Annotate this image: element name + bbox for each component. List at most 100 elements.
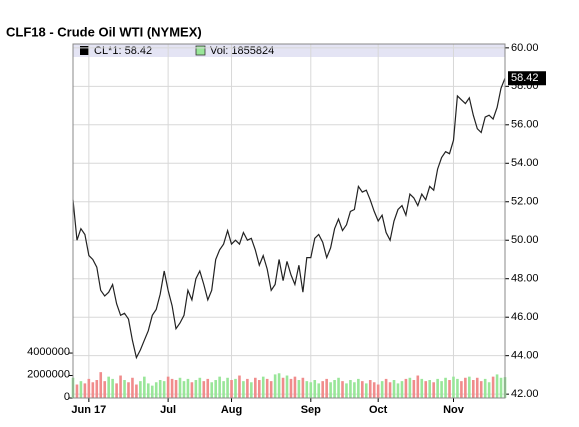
volume-bar	[170, 378, 174, 398]
volume-bar	[246, 378, 249, 398]
volume-bar	[444, 377, 447, 398]
volume-bar	[257, 380, 261, 398]
y-tick-label: 52.00	[511, 196, 539, 208]
volume-bar	[83, 383, 87, 398]
volume-bar	[285, 375, 289, 398]
volume-bar	[190, 382, 194, 398]
legend-swatch	[80, 46, 89, 55]
volume-bar	[416, 375, 420, 398]
y2-tick-label: 2000000	[27, 368, 70, 380]
volume-bar	[158, 380, 162, 398]
volume-bar	[143, 376, 146, 398]
volume-bar	[380, 381, 384, 398]
volume-bar	[87, 378, 91, 398]
volume-bar	[305, 381, 309, 398]
legend-entry: Vol: 1855824	[210, 45, 274, 57]
price-line	[72, 77, 506, 360]
volume-bar	[452, 376, 455, 398]
volume-bar	[440, 381, 443, 398]
volume-bar	[404, 378, 408, 398]
volume-bar	[79, 381, 83, 398]
volume-bar	[400, 381, 404, 398]
volume-bar	[230, 380, 233, 398]
volume-bar	[479, 381, 483, 398]
volume-bar	[321, 381, 324, 398]
x-tick-label: Oct	[369, 404, 388, 416]
plot-frame	[72, 43, 506, 399]
volume-bar	[317, 383, 321, 398]
volume-bar	[396, 383, 400, 398]
volume-bar	[309, 382, 313, 398]
x-tick-label: Sep	[301, 404, 321, 416]
legend-band	[73, 44, 505, 57]
volume-bar	[456, 378, 459, 398]
volume-bar	[325, 378, 328, 398]
volume-bar	[491, 376, 495, 398]
volume-bar	[107, 376, 110, 398]
volume-bar	[95, 380, 99, 398]
volume-bar	[206, 378, 210, 398]
y2-tick-label: 4000000	[27, 346, 70, 358]
volume-bar	[341, 381, 344, 398]
volume-bar	[119, 375, 122, 398]
volume-bar	[384, 378, 388, 398]
volume-bar	[301, 377, 305, 398]
volume-bar	[420, 378, 424, 398]
volume-bar	[345, 383, 348, 398]
volume-bar	[499, 377, 503, 398]
volume-bar	[127, 382, 130, 398]
y-tick-label: 44.00	[511, 350, 539, 362]
volume-bar	[226, 377, 229, 398]
volume-bar	[495, 374, 499, 398]
volume-bar	[166, 376, 170, 398]
volume-bar	[123, 380, 126, 398]
volume-bar	[428, 380, 431, 398]
volume-bar	[218, 376, 221, 398]
volume-bar	[214, 380, 217, 398]
volume-bar	[297, 380, 301, 398]
volume-bar	[337, 377, 340, 398]
x-tick-label: Jul	[160, 404, 176, 416]
volume-bar	[408, 377, 412, 398]
volume-bar	[186, 378, 190, 398]
volume-bar	[115, 383, 118, 398]
volume-bar	[349, 380, 352, 398]
volume-bar	[436, 378, 439, 398]
y-tick-label: 56.00	[511, 119, 539, 131]
x-tick-label: Aug	[221, 404, 242, 416]
volume-bar	[131, 377, 134, 398]
volume-bar	[198, 377, 202, 398]
volume-bar	[273, 374, 277, 398]
volume-bar	[162, 381, 166, 398]
volume-bar	[174, 380, 178, 398]
volume-bar	[313, 380, 317, 398]
legend-swatch	[195, 45, 206, 56]
volume-bar	[234, 378, 237, 398]
volume-bar	[111, 378, 114, 398]
y-tick-label: 54.00	[511, 157, 539, 169]
volume-bar	[265, 378, 269, 398]
volume-bar	[475, 377, 479, 398]
volume-bar	[432, 382, 435, 398]
volume-bar	[194, 380, 198, 398]
volume-bar	[277, 373, 281, 398]
volume-bar	[372, 382, 376, 398]
volume-bar	[238, 375, 241, 398]
volume-bar	[150, 385, 154, 398]
legend-entry: CL*1: 58.42	[94, 45, 152, 57]
volume-bar	[182, 381, 186, 398]
volume-bar	[91, 382, 95, 398]
last-value-box	[508, 71, 546, 86]
volume-bar	[103, 381, 107, 398]
volume-bar	[392, 380, 396, 398]
volume-bar	[388, 382, 392, 398]
volume-bar	[468, 376, 471, 398]
volume-bar	[329, 382, 332, 398]
volume-bar	[412, 380, 416, 398]
volume-bar	[333, 380, 336, 398]
volume-bar	[254, 377, 257, 398]
x-tick-label: Jun 17	[71, 404, 106, 416]
volume-bar	[289, 378, 293, 398]
volume-bar	[464, 377, 467, 398]
